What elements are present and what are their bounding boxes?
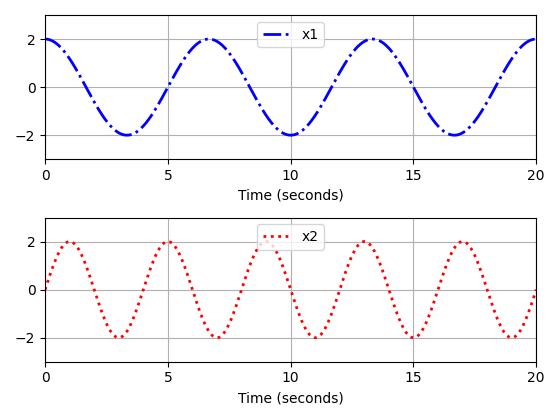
Legend: x1: x1: [257, 22, 324, 47]
x2: [66, 239, 73, 244]
x2: [380, 269, 386, 274]
x1: [259, 106, 265, 111]
x2: [508, 335, 515, 340]
x1: [533, 37, 540, 42]
x1: [123, 133, 130, 138]
x1: [380, 40, 386, 45]
x2: [434, 289, 441, 294]
x2: [92, 292, 99, 297]
X-axis label: Time (seconds): Time (seconds): [238, 189, 343, 202]
Line: x2: x2: [45, 241, 536, 338]
x2: [259, 241, 265, 246]
x1: [425, 111, 432, 116]
x1: [92, 101, 99, 106]
x2: [533, 287, 540, 292]
X-axis label: Time (seconds): Time (seconds): [238, 391, 343, 405]
x1: [42, 37, 49, 42]
x1: [434, 123, 441, 128]
x1: [241, 74, 248, 79]
x2: [425, 315, 432, 320]
Legend: x2: x2: [257, 224, 324, 249]
Line: x1: x1: [45, 39, 536, 135]
x2: [42, 287, 49, 292]
x2: [241, 279, 248, 284]
